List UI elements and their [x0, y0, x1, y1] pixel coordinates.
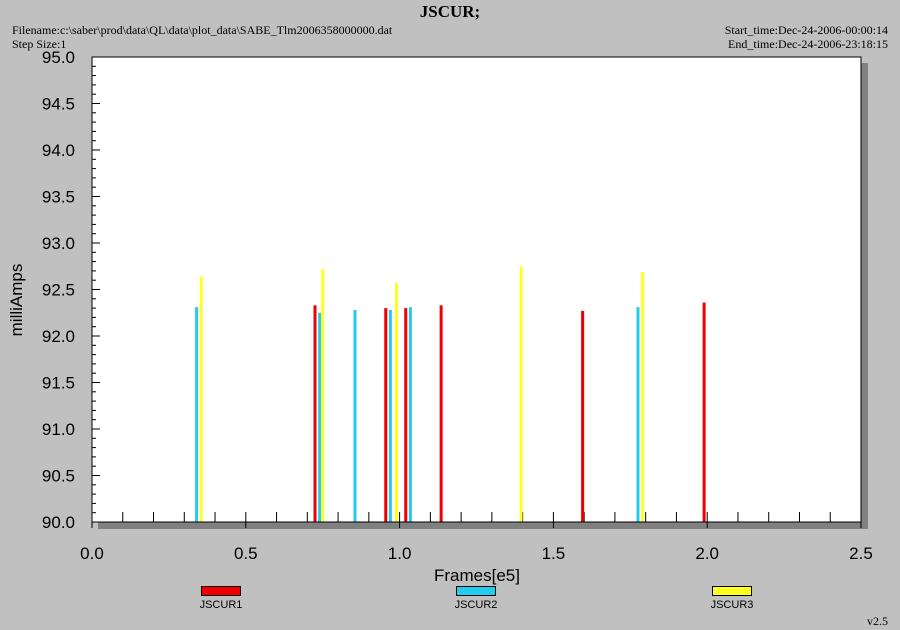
legend-swatch-jscur1: [201, 586, 241, 596]
legend-swatch-jscur3: [712, 586, 752, 596]
legend-label-jscur1: JSCUR1: [199, 599, 243, 611]
bar-jscur3: [199, 276, 203, 522]
bar-jscur1: [702, 302, 706, 522]
bar-jscur2: [636, 307, 640, 522]
step-size-label: Step Size:1: [12, 37, 67, 51]
y-tick-label: 91.0: [42, 420, 75, 439]
y-axis-label: milliAmps: [7, 264, 26, 337]
x-tick-labels: 0.0 0.5 1.0 1.5 2.0 2.5: [80, 522, 873, 563]
x-axis-label: Frames[e5]: [434, 566, 520, 585]
x-tick-label: 1.5: [542, 544, 566, 563]
x-tick-label: 0.5: [234, 544, 258, 563]
bar-jscur2: [195, 307, 199, 522]
bar-jscur1: [439, 305, 443, 522]
bar-jscur1: [404, 308, 408, 522]
bar-jscur2: [353, 309, 357, 522]
data-bars: [195, 266, 706, 522]
bar-jscur2: [318, 312, 322, 522]
legend-label-jscur2: JSCUR2: [454, 599, 498, 611]
y-tick-labels: 90.0 90.5 91.0 91.5 92.0 92.5 93.0 93.5 94.0 94.5…: [42, 48, 100, 532]
bar-jscur3: [519, 266, 523, 522]
legend-label-jscur3: JSCUR3: [710, 599, 754, 611]
y-tick-label: 93.0: [42, 234, 75, 253]
bar-jscur1: [384, 308, 388, 522]
y-tick-label: 92.0: [42, 327, 75, 346]
y-tick-label: 90.5: [42, 467, 75, 486]
minor-ticks: [91, 56, 862, 523]
legend-swatch-jscur2: [456, 586, 496, 596]
y-tick-label: 91.5: [42, 374, 75, 393]
bar-jscur3: [321, 269, 325, 522]
y-tick-label: 93.5: [42, 188, 75, 207]
x-tick-label: 1.0: [388, 544, 412, 563]
chart-title: JSCUR;: [419, 2, 481, 21]
bar-jscur1: [581, 310, 585, 522]
x-tick-label: 2.5: [849, 544, 873, 563]
y-tick-label: 95.0: [42, 48, 75, 67]
y-tick-label: 90.0: [42, 513, 75, 532]
plot-area: [91, 56, 862, 523]
bar-jscur2: [388, 309, 392, 522]
y-tick-label: 92.5: [42, 281, 75, 300]
bar-jscur1: [313, 305, 317, 522]
bar-jscur3: [641, 271, 645, 522]
legend-jscur3: JSCUR3: [692, 586, 772, 611]
legend-jscur2: JSCUR2: [436, 586, 516, 611]
x-tick-label: 0.0: [80, 544, 104, 563]
version-label: v2.5: [867, 614, 888, 628]
bar-jscur2: [408, 307, 412, 522]
bar-jscur3: [395, 282, 399, 522]
legend-jscur1: JSCUR1: [181, 586, 261, 611]
x-tick-label: 2.0: [695, 544, 719, 563]
end-time-label: End_time:Dec-24-2006-23:18:15: [728, 37, 888, 51]
y-tick-label: 94.0: [42, 141, 75, 160]
y-tick-label: 94.5: [42, 95, 75, 114]
filename-label: Filename:c:\saber\prod\data\QL\data\plot…: [12, 23, 393, 37]
start-time-label: Start_time:Dec-24-2006-00:00:14: [724, 23, 888, 37]
